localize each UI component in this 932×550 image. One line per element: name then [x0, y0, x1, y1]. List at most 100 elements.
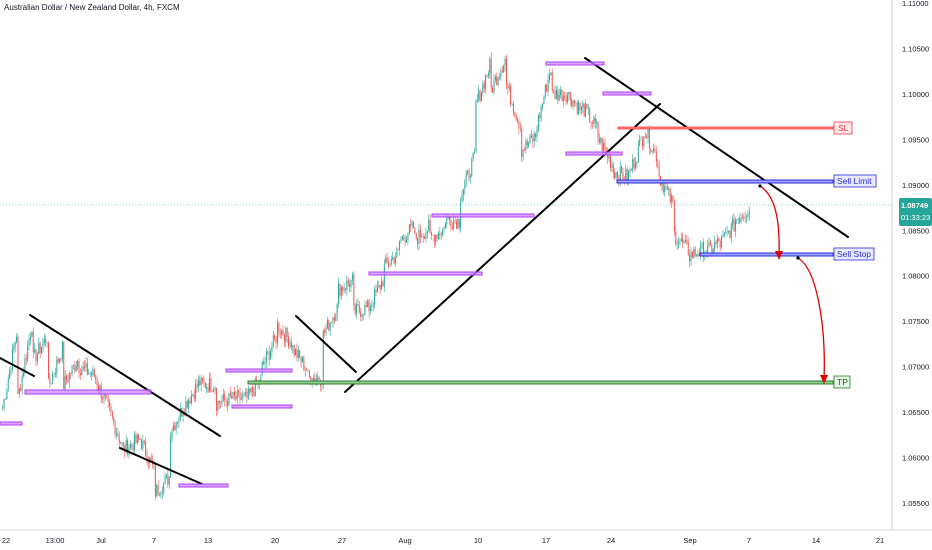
candle-down [189, 400, 191, 404]
candle-up [683, 241, 685, 243]
candle-up [647, 129, 649, 138]
candle-up [497, 78, 499, 86]
candle-up [676, 244, 678, 245]
candle-up [737, 219, 739, 220]
candle-up [243, 393, 245, 396]
candle-up [722, 236, 724, 237]
candle-up [476, 99, 478, 101]
candles [2, 52, 750, 500]
candle-up [322, 330, 324, 385]
candle-up [4, 398, 6, 400]
candle-up [89, 373, 91, 374]
candle-up [471, 159, 473, 177]
candle-up [228, 392, 230, 406]
candle-up [629, 169, 631, 173]
candle-up [708, 241, 710, 246]
y-tick-label: 1.09500 [902, 135, 929, 144]
candle-up [425, 232, 427, 239]
candle-up [578, 102, 580, 114]
candle-up [321, 384, 323, 386]
support-resistance-zones[interactable] [0, 61, 652, 488]
trendline-down-2 [29, 314, 221, 437]
candle-up [240, 398, 242, 400]
candle-up [567, 94, 568, 103]
candle-up [500, 70, 502, 78]
candle-down [300, 357, 302, 363]
candle-up [134, 434, 136, 451]
candle-down [404, 238, 406, 243]
candle-down [594, 117, 596, 124]
candle-up [31, 331, 33, 337]
candle-down [741, 217, 743, 219]
candle-down [583, 103, 585, 117]
candle-up [190, 395, 192, 404]
arrow-head-2 [820, 375, 828, 384]
candle-up [611, 164, 613, 169]
y-tick-label: 1.10500 [902, 44, 929, 53]
price-axis[interactable]: 1.11000 1.10500 1.10000 1.09500 1.09000 1.085… [902, 0, 929, 508]
candle-up [608, 156, 610, 159]
candle-down [662, 181, 664, 193]
candle-up [254, 379, 256, 396]
candle-up [125, 440, 127, 453]
candle-up [522, 150, 524, 157]
candle-down [449, 217, 451, 221]
candle-up [6, 389, 8, 399]
price-tag: 1.08749 01:33:23 [899, 198, 932, 226]
candle-up [418, 229, 420, 244]
candle-up [740, 217, 742, 222]
candle-down [233, 391, 235, 396]
candle-up [394, 257, 396, 264]
candle-down [565, 97, 567, 103]
trendlines[interactable] [0, 57, 849, 485]
y-tick-label: 1.11000 [902, 0, 929, 8]
candle-down [571, 100, 573, 107]
candle-up [637, 145, 639, 162]
candle-up [99, 384, 101, 390]
candle-up [726, 231, 728, 233]
candle-up [217, 400, 219, 411]
candle-up [489, 58, 491, 74]
candle-up [548, 74, 550, 80]
candle-up [426, 231, 428, 233]
candle-down [246, 391, 248, 398]
sell-limit-line[interactable] [616, 179, 834, 184]
candle-up [371, 305, 373, 308]
candle-up [461, 195, 463, 203]
candle-down [95, 376, 97, 381]
candle-up [46, 342, 48, 344]
sell-stop-line[interactable] [699, 252, 834, 257]
candle-up [170, 437, 172, 478]
time-axis[interactable]: 22 13:00 Jul 7 13 20 27 Aug 10 17 24 Sep 7 14 21 [2, 536, 884, 545]
candle-down [360, 311, 362, 317]
candle-down [60, 358, 62, 360]
candle-down [672, 195, 674, 202]
candle-down [203, 381, 205, 383]
candle-down [433, 235, 435, 243]
sl-line[interactable] [617, 126, 834, 130]
tp-line[interactable] [247, 380, 834, 385]
zone-7 [431, 213, 535, 218]
candle-up [304, 369, 306, 371]
candle-up [747, 215, 749, 217]
candle-up [664, 186, 666, 193]
candle-down [286, 328, 288, 338]
candle-up [222, 394, 224, 401]
candle-down [365, 305, 367, 307]
candle-up [208, 378, 210, 392]
candle-down [421, 237, 423, 238]
candle-up [408, 224, 410, 235]
candle-down [517, 119, 519, 121]
candle-up [558, 94, 560, 101]
candle-up [136, 434, 138, 443]
candle-down [375, 289, 377, 292]
level-labels[interactable]: SL Sell Limit Sell Stop TP [833, 121, 877, 389]
trendline-down-1 [0, 357, 35, 377]
candle-up [11, 349, 13, 370]
candle-down [154, 463, 156, 497]
candle-down [358, 305, 360, 312]
candle-down [682, 238, 684, 243]
candle-down [496, 76, 498, 86]
candle-up [142, 440, 144, 449]
